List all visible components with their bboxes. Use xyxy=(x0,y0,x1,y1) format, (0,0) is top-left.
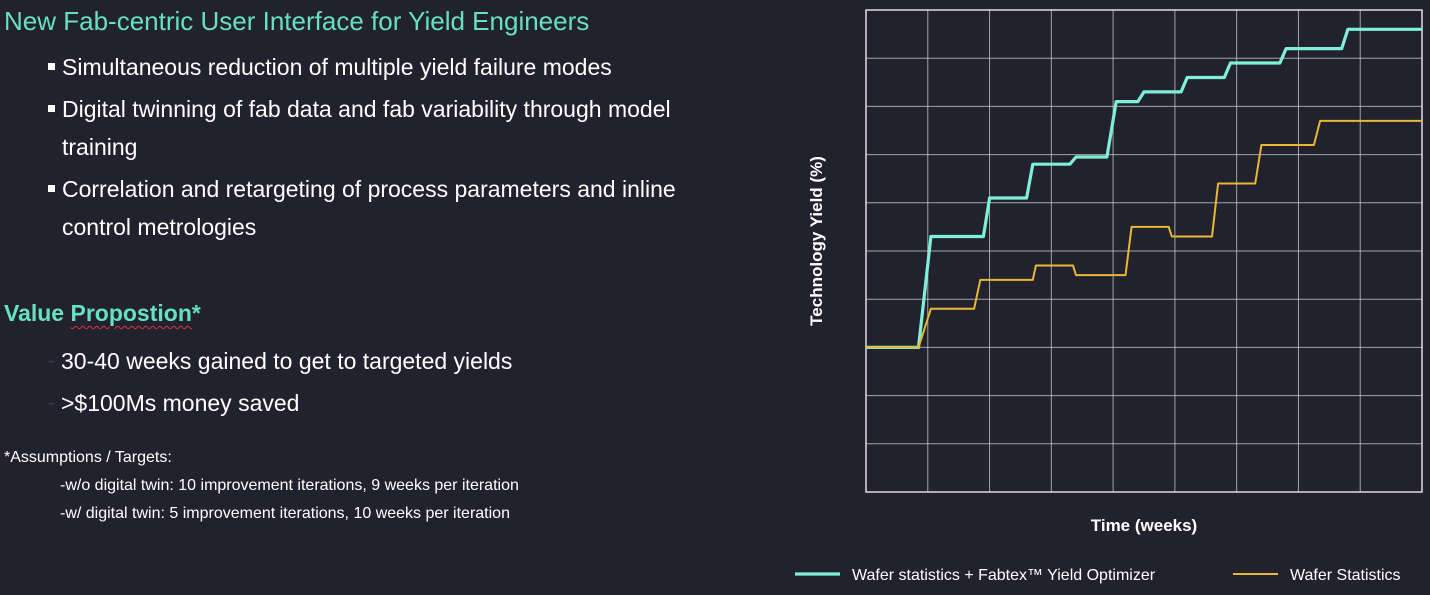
value-item-text: >$100Ms money saved xyxy=(61,390,300,416)
value-proposition-title: Value Propostion* xyxy=(4,300,201,326)
y-axis-label: Technology Yield (%) xyxy=(807,156,826,326)
bullet-square-icon xyxy=(48,63,55,70)
series-line-optimizer xyxy=(866,27,1422,349)
feature-bullet: Simultaneous reduction of multiple yield… xyxy=(48,48,708,86)
plot-frame xyxy=(865,9,1423,493)
value-proposition-heading: Value Propostion* xyxy=(4,300,201,327)
feature-bullet-text: Correlation and retargeting of process p… xyxy=(62,176,676,240)
bullet-square-icon xyxy=(48,105,55,112)
value-item: - >$100Ms money saved xyxy=(48,382,512,424)
series-line-wafer xyxy=(866,119,1422,349)
value-proposition-list: -30-40 weeks gained to get to targeted y… xyxy=(48,340,512,424)
x-axis-label: Time (weeks) xyxy=(1091,516,1197,535)
assumption-line: -w/ digital twin: 5 improvement iteratio… xyxy=(60,505,510,522)
value-item-text: 30-40 weeks gained to get to targeted yi… xyxy=(61,348,513,374)
dash-icon: - xyxy=(48,392,55,414)
feature-bullet-list: Simultaneous reduction of multiple yield… xyxy=(48,48,708,250)
dash-icon: - xyxy=(48,350,55,372)
slide-title: New Fab-centric User Interface for Yield… xyxy=(4,6,590,36)
legend-label-optimizer: Wafer statistics + Fabtex™ Yield Optimiz… xyxy=(852,567,1156,584)
assumptions-title: *Assumptions / Targets: xyxy=(4,449,172,466)
legend-label-wafer: Wafer Statistics xyxy=(1290,567,1401,584)
feature-bullet: Digital twinning of fab data and fab var… xyxy=(48,90,708,166)
feature-bullet: Correlation and retargeting of process p… xyxy=(48,170,708,246)
spellcheck-underline: Propostion xyxy=(70,300,192,326)
assumptions-block: *Assumptions / Targets: -w/o digital twi… xyxy=(4,444,519,528)
assumption-line: -w/o digital twin: 10 improvement iterat… xyxy=(60,477,519,494)
bullet-square-icon xyxy=(48,185,55,192)
feature-bullet-text: Digital twinning of fab data and fab var… xyxy=(62,96,671,160)
feature-bullet-text: Simultaneous reduction of multiple yield… xyxy=(62,54,612,80)
value-item: -30-40 weeks gained to get to targeted y… xyxy=(48,340,512,382)
